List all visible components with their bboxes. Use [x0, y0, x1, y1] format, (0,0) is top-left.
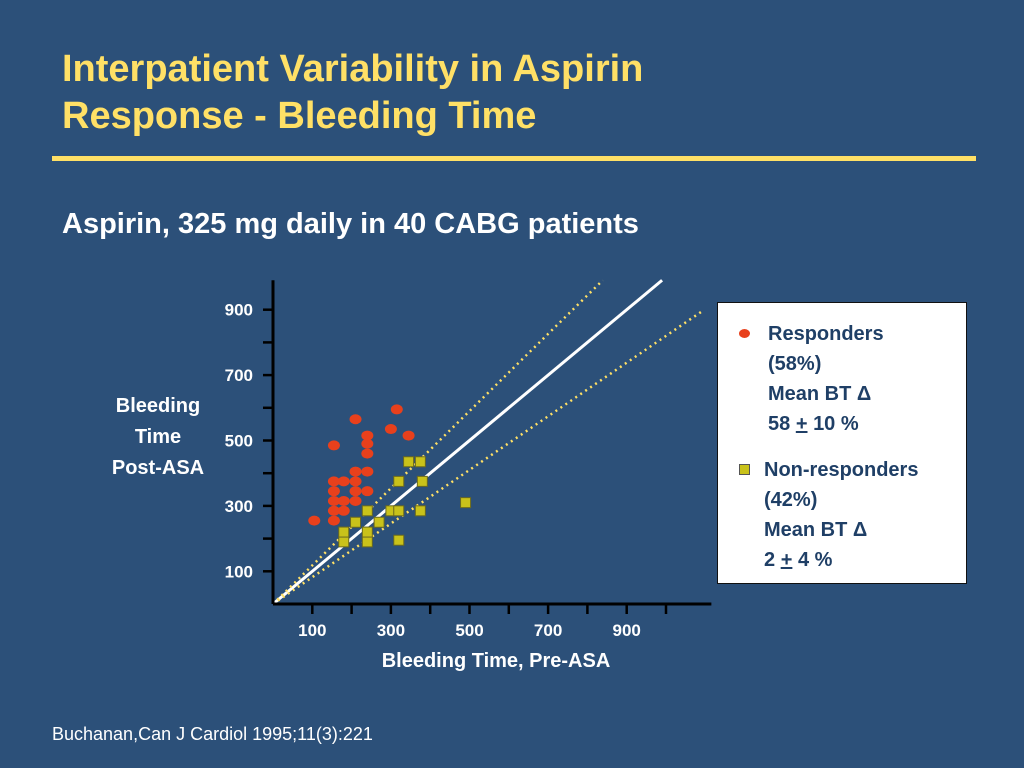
responder-point-10: [349, 486, 362, 497]
y-tick-label-700: 700: [225, 366, 253, 385]
chart-legend: Responders (58%) Mean BT Δ 58 + 10 % Non…: [717, 302, 967, 584]
responder-point-15: [361, 448, 374, 459]
title-line-1: Interpatient Variability in Aspirin: [62, 48, 644, 90]
legend-responders-mean-label: Mean BT Δ: [768, 383, 872, 405]
responder-point-4: [327, 486, 340, 497]
legend-non-responders-percent: (42%): [764, 489, 818, 511]
legend-non-responders-mean-label: Mean BT Δ: [764, 519, 868, 541]
responders-mean-number: 58: [768, 413, 791, 435]
non-responder-point-9: [393, 505, 405, 517]
non-responder-point-2: [350, 516, 362, 528]
non-responders-mean-sd: 4 %: [797, 549, 833, 571]
non-responder-point-14: [416, 475, 428, 487]
non-responder-point-13: [414, 505, 426, 517]
non-responder-point-0: [338, 536, 350, 548]
responder-point-6: [337, 505, 350, 516]
responder-point-16: [361, 438, 374, 449]
responders-plus-minus: +: [795, 413, 808, 435]
reference-line-2: [272, 279, 604, 605]
non-responder-point-10: [393, 475, 405, 487]
y-axis-label-line-3: Post-ASA: [111, 457, 205, 479]
y-tick-label-100: 100: [225, 562, 253, 581]
non-responder-point-3: [361, 536, 373, 548]
legend-non-responders-label: Non-responders: [764, 459, 919, 481]
title-line-2: Response - Bleeding Time: [62, 95, 537, 137]
responder-point-7: [337, 495, 350, 506]
responder-point-19: [349, 414, 362, 425]
legend-responders-mean-value: 58 + 10 %: [768, 409, 859, 439]
x-tick-label-500: 500: [455, 621, 483, 640]
reference-line-3: [272, 310, 703, 606]
title-underline: [52, 156, 976, 161]
non-responder-marker-icon: [739, 464, 750, 475]
legend-responders-percent: (58%): [768, 353, 822, 375]
non-responders-mean-number: 2: [764, 549, 776, 571]
x-axis-label: Bleeding Time, Pre-ASA: [381, 650, 611, 672]
responder-point-2: [327, 505, 340, 516]
responder-point-14: [361, 466, 374, 477]
responder-point-21: [390, 404, 403, 415]
non-responder-point-11: [403, 456, 415, 468]
non-responder-point-1: [338, 526, 350, 538]
data-points: [308, 404, 472, 548]
x-tick-label-300: 300: [377, 621, 405, 640]
responder-point-1: [327, 515, 340, 526]
y-tick-label-900: 900: [225, 301, 253, 320]
y-axis-label-line-2: Time: [134, 426, 182, 448]
non-responder-point-8: [393, 534, 405, 546]
responder-point-12: [349, 466, 362, 477]
non-responder-point-5: [361, 505, 373, 517]
non-responder-point-12: [414, 456, 426, 468]
responder-point-20: [384, 424, 397, 435]
legend-non-responders-mean-value: 2 + 4 %: [764, 545, 832, 575]
responder-point-18: [327, 440, 340, 451]
responder-point-0: [308, 515, 321, 526]
x-tick-label-700: 700: [534, 621, 562, 640]
slide-subtitle: Aspirin, 325 mg daily in 40 CABG patient…: [62, 208, 639, 240]
citation: Buchanan,Can J Cardiol 1995;11(3):221: [52, 724, 373, 744]
responders-mean-sd: 10 %: [813, 413, 859, 435]
responder-point-9: [349, 495, 362, 506]
responder-point-17: [361, 430, 374, 441]
x-tick-label-900: 900: [613, 621, 641, 640]
chart-axes: 100 300 500 700 900 100 300 500 700 900: [225, 280, 712, 640]
y-tick-label-300: 300: [225, 497, 253, 516]
responder-point-22: [402, 430, 415, 441]
x-tick-label-100: 100: [298, 621, 326, 640]
legend-responders-label: Responders: [768, 323, 884, 345]
responder-point-8: [337, 476, 350, 487]
slide-title: Interpatient Variability in Aspirin Resp…: [62, 46, 962, 140]
responder-point-11: [349, 476, 362, 487]
y-axis-label: Bleeding Time Post-ASA: [96, 391, 220, 484]
responder-point-13: [361, 486, 374, 497]
y-axis-label-line-1: Bleeding: [115, 395, 201, 417]
responder-point-5: [327, 476, 340, 487]
non-responders-plus-minus: +: [780, 549, 793, 571]
y-tick-label-500: 500: [225, 432, 253, 451]
responder-marker-icon: [739, 329, 750, 338]
non-responder-point-6: [373, 516, 385, 528]
non-responder-point-4: [361, 526, 373, 538]
reference-lines: [272, 279, 703, 606]
responder-point-3: [327, 495, 340, 506]
reference-line-1: [272, 279, 664, 606]
non-responder-point-15: [460, 497, 472, 509]
